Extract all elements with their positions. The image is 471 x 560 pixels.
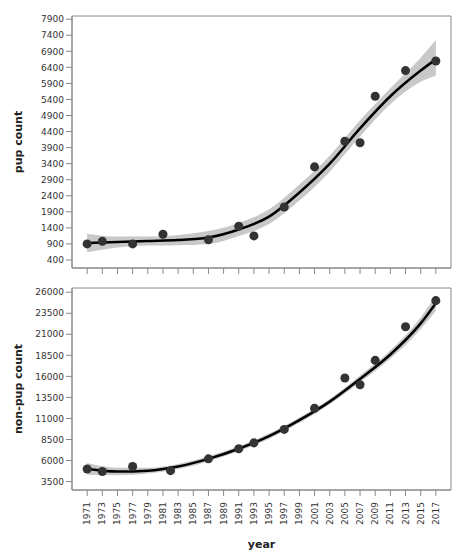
svg-text:1979: 1979 [143,502,153,525]
svg-text:4900: 4900 [41,111,64,121]
svg-text:3900: 3900 [41,143,64,153]
svg-text:2011: 2011 [385,502,395,525]
svg-text:1991: 1991 [234,502,244,525]
svg-text:3500: 3500 [41,477,64,487]
svg-text:1900: 1900 [41,207,64,217]
svg-text:2400: 2400 [41,191,64,201]
svg-text:pup count: pup count [12,111,25,173]
svg-text:23500: 23500 [35,308,64,318]
svg-text:2017: 2017 [431,502,441,525]
svg-text:4400: 4400 [41,127,64,137]
svg-text:1973: 1973 [97,502,107,525]
svg-text:11000: 11000 [35,414,64,424]
svg-text:1985: 1985 [188,502,198,525]
svg-text:year: year [248,538,276,551]
svg-text:6000: 6000 [41,456,64,466]
svg-text:13500: 13500 [35,393,64,403]
svg-text:1987: 1987 [203,502,213,525]
svg-text:2007: 2007 [355,502,365,525]
svg-text:1981: 1981 [158,502,168,525]
svg-text:8500: 8500 [41,435,64,445]
svg-text:1989: 1989 [219,502,229,525]
svg-text:3400: 3400 [41,159,64,169]
svg-text:400: 400 [47,255,64,265]
svg-text:7900: 7900 [41,14,64,24]
svg-text:16000: 16000 [35,372,64,382]
svg-text:5400: 5400 [41,95,64,105]
svg-text:non-pup count: non-pup count [12,344,25,434]
svg-text:1983: 1983 [173,502,183,525]
svg-text:6900: 6900 [41,47,64,57]
svg-text:2005: 2005 [340,502,350,525]
svg-text:2013: 2013 [401,502,411,525]
svg-text:1993: 1993 [249,502,259,525]
svg-text:1977: 1977 [128,502,138,525]
svg-text:2001: 2001 [310,502,320,525]
svg-text:21000: 21000 [35,329,64,339]
svg-text:26000: 26000 [35,287,64,297]
svg-text:2900: 2900 [41,175,64,185]
svg-text:6400: 6400 [41,63,64,73]
svg-text:18500: 18500 [35,351,64,361]
svg-text:1999: 1999 [294,502,304,525]
svg-text:1971: 1971 [82,502,92,525]
svg-text:2009: 2009 [370,502,380,525]
svg-text:900: 900 [47,239,64,249]
svg-text:1400: 1400 [41,223,64,233]
svg-text:1997: 1997 [279,502,289,525]
svg-text:1975: 1975 [112,502,122,525]
svg-text:7400: 7400 [41,30,64,40]
svg-text:2015: 2015 [416,502,426,525]
svg-text:2003: 2003 [325,502,335,525]
svg-text:1995: 1995 [264,502,274,525]
svg-text:5900: 5900 [41,79,64,89]
